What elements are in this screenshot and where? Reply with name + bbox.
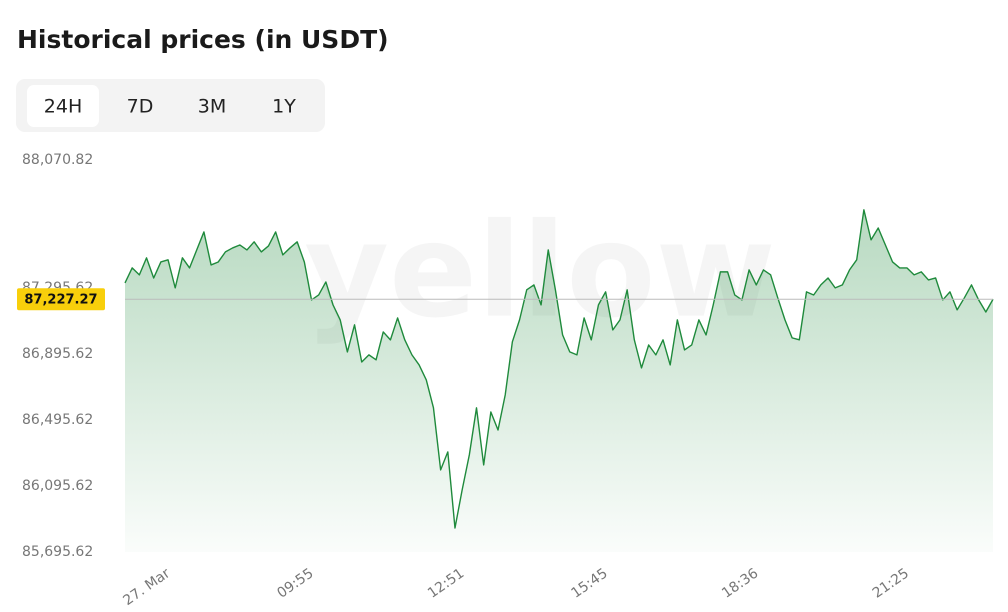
- y-tick-label: 86,895.62: [22, 346, 93, 362]
- current-price-badge: [17, 288, 105, 311]
- x-tick-label: 27. Mar: [120, 565, 173, 609]
- chart-title: Historical prices (in USDT): [17, 25, 389, 54]
- tab[interactable]: 3M: [198, 96, 226, 118]
- tab[interactable]: 1Y: [272, 96, 296, 118]
- price-line: [124, 209, 994, 529]
- y-tick-label: 86,095.62: [22, 478, 93, 494]
- tab[interactable]: 7D: [127, 96, 154, 118]
- current-price-label: 87,227.27: [24, 293, 97, 308]
- x-tick-label: 18:36: [719, 565, 761, 601]
- tab-active-bg[interactable]: [27, 85, 99, 127]
- x-tick-label: 21:25: [870, 565, 912, 601]
- area: [125, 209, 993, 552]
- y-tick-label: 88,070.82: [22, 152, 93, 168]
- tab[interactable]: 24H: [44, 96, 82, 118]
- x-tick-label: 15:45: [568, 565, 610, 601]
- x-tick-label: 09:55: [274, 565, 316, 601]
- x-tick-label: 12:51: [425, 565, 467, 601]
- y-tick-label: 86,495.62: [22, 412, 93, 428]
- y-tick-label: 85,695.62: [22, 544, 93, 560]
